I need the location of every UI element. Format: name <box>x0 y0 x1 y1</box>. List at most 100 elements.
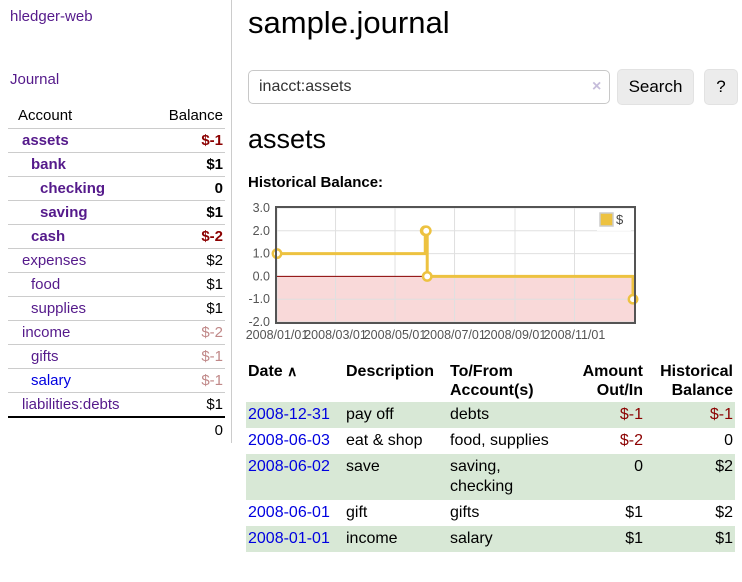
register-balance: $2 <box>715 504 733 521</box>
accounts-rows: assets $-1 bank $1 checking 0 saving $1 cash $-2 e… <box>8 128 225 416</box>
sidebar-account-link[interactable]: assets <box>22 132 69 149</box>
sidebar-account-row: liabilities:debts $1 <box>8 392 225 416</box>
data-point-marker <box>420 225 432 237</box>
sidebar-account-link[interactable]: supplies <box>31 300 87 317</box>
register-date-link[interactable]: 2008-06-01 <box>248 504 330 521</box>
sidebar-account-row: gifts $-1 <box>8 344 225 368</box>
accounts-table: Account Balance assets $-1 bank $1 checking 0… <box>8 103 225 443</box>
sidebar-account-link[interactable]: expenses <box>22 252 87 269</box>
register-column-header[interactable]: To/From Account(s) <box>450 363 534 399</box>
sidebar-account-link[interactable]: gifts <box>31 348 59 365</box>
accounts-header-balance: Balance <box>168 107 223 124</box>
register-amount: $-1 <box>561 402 645 428</box>
sidebar-account-balance: $-2 <box>201 228 223 245</box>
register-balance: 0 <box>724 432 733 449</box>
legend-label: $ <box>616 212 624 227</box>
sidebar-account-balance: $-1 <box>201 132 223 149</box>
register-row: 2008-06-01 gift gifts $1 $2 <box>246 500 735 526</box>
sidebar-account-link[interactable]: liabilities:debts <box>22 396 120 413</box>
register-accounts: gifts <box>450 504 480 521</box>
sidebar-account-link[interactable]: checking <box>40 180 106 197</box>
x-tick-label: 2008/11/01 <box>544 328 606 342</box>
historical-balance-chart: 3.0 2.0 1.0 0.0 -1.0 -2.0 2008/01/01 2008/03/01… <box>242 200 642 348</box>
register-row: 2008-06-02 save saving, checking 0 $2 <box>246 454 735 500</box>
sidebar-account-row: supplies $1 <box>8 296 225 320</box>
help-button[interactable]: ? <box>704 69 738 105</box>
y-tick-label: 0.0 <box>253 269 270 283</box>
register-accounts: food, supplies <box>450 432 549 449</box>
register-column-header[interactable]: Date ∧ <box>248 363 298 380</box>
register-date-link[interactable]: 2008-01-01 <box>248 530 330 547</box>
clear-search-icon[interactable]: × <box>592 78 602 95</box>
register-column-header[interactable]: Historical Balance <box>660 363 733 399</box>
register-date-link[interactable]: 2008-06-02 <box>248 458 330 475</box>
register-accounts: debts <box>448 402 561 428</box>
register-balance: $1 <box>645 526 735 552</box>
sidebar-account-balance: 0 <box>214 180 223 197</box>
sidebar-item-journal[interactable]: Journal <box>10 71 60 88</box>
sidebar-account-row: cash $-2 <box>8 224 225 248</box>
x-tick-label: 2008/07/01 <box>423 328 486 342</box>
app-brand-link[interactable]: hledger-web <box>10 8 93 25</box>
search-input[interactable] <box>248 70 610 104</box>
sidebar-account-balance: $-2 <box>201 324 223 341</box>
register-description: pay off <box>344 402 448 428</box>
register-description: save <box>344 454 448 500</box>
sidebar-account-row: checking 0 <box>8 176 225 200</box>
sidebar-account-row: saving $1 <box>8 200 225 224</box>
y-tick-label: 3.0 <box>253 201 270 215</box>
sidebar-account-link[interactable]: income <box>22 324 71 341</box>
sidebar-account-balance: $1 <box>206 276 223 293</box>
sidebar-account-link[interactable]: saving <box>40 204 88 221</box>
search-button[interactable]: Search <box>617 69 694 105</box>
sidebar-account-row: bank $1 <box>8 152 225 176</box>
sidebar-account-link[interactable]: food <box>31 276 61 293</box>
register-amount: 0 <box>561 454 645 500</box>
x-tick-label: 2008/03/01 <box>304 328 367 342</box>
register-row: 2008-12-31 pay off debts $-1 $-1 <box>246 402 735 428</box>
sidebar-account-row: salary $-1 <box>8 368 225 392</box>
chart-border <box>275 206 636 324</box>
register-description: income <box>344 526 448 552</box>
register-row: 2008-06-03 eat & shop food, supplies $-2 0 <box>246 428 735 454</box>
sidebar-account-balance: $-1 <box>201 372 223 389</box>
register-row: 2008-01-01 income salary $1 $1 <box>246 526 735 552</box>
register-column-header[interactable]: Amount Out/In <box>582 363 643 399</box>
register-date-link[interactable]: 2008-12-31 <box>248 406 330 423</box>
sidebar-account-balance: $-1 <box>201 348 223 365</box>
chart-canvas: 3.0 2.0 1.0 0.0 -1.0 -2.02008/01/012008/03/01… <box>246 201 639 342</box>
accounts-header-account: Account <box>18 107 73 124</box>
register-description: eat & shop <box>346 432 423 449</box>
register-column-header[interactable]: Description <box>346 363 435 380</box>
sidebar-account-link[interactable]: bank <box>31 156 67 173</box>
register-accounts: salary <box>448 526 561 552</box>
register-header-row: Date ∧ Description To/From Account(s) Amoun… <box>246 360 735 402</box>
data-point-marker <box>421 270 433 282</box>
chart-title-label: Historical Balance: <box>248 174 384 191</box>
page-title: sample.journal <box>248 5 450 40</box>
account-heading: assets <box>248 124 327 154</box>
register-description: gift <box>346 504 368 521</box>
x-tick-label: 2008/05/01 <box>364 328 427 342</box>
y-tick-label: -2.0 <box>248 315 270 329</box>
register-balance: $2 <box>645 454 735 500</box>
legend-swatch <box>599 212 614 227</box>
sidebar-account-link[interactable]: salary <box>31 372 72 389</box>
sidebar-account-balance: $1 <box>206 300 223 317</box>
x-tick-label: 2008/09/01 <box>484 328 547 342</box>
sidebar-account-balance: $1 <box>206 204 223 221</box>
register-balance: $-1 <box>645 402 735 428</box>
sidebar-account-row: food $1 <box>8 272 225 296</box>
sidebar: hledger-web Journal Account Balance asse… <box>0 0 232 443</box>
register-date-link[interactable]: 2008-06-03 <box>248 432 330 449</box>
x-tick-label: 2008/01/01 <box>246 328 309 342</box>
y-tick-label: 2.0 <box>253 224 270 238</box>
y-tick-label: 1.0 <box>253 247 270 261</box>
sidebar-account-row: income $-2 <box>8 320 225 344</box>
sidebar-account-row: expenses $2 <box>8 248 225 272</box>
sidebar-account-row: assets $-1 <box>8 128 225 152</box>
sidebar-account-balance: $2 <box>206 252 223 269</box>
register-amount: $1 <box>561 526 645 552</box>
sidebar-account-balance: $1 <box>206 156 223 173</box>
sidebar-account-link[interactable]: cash <box>31 228 66 245</box>
